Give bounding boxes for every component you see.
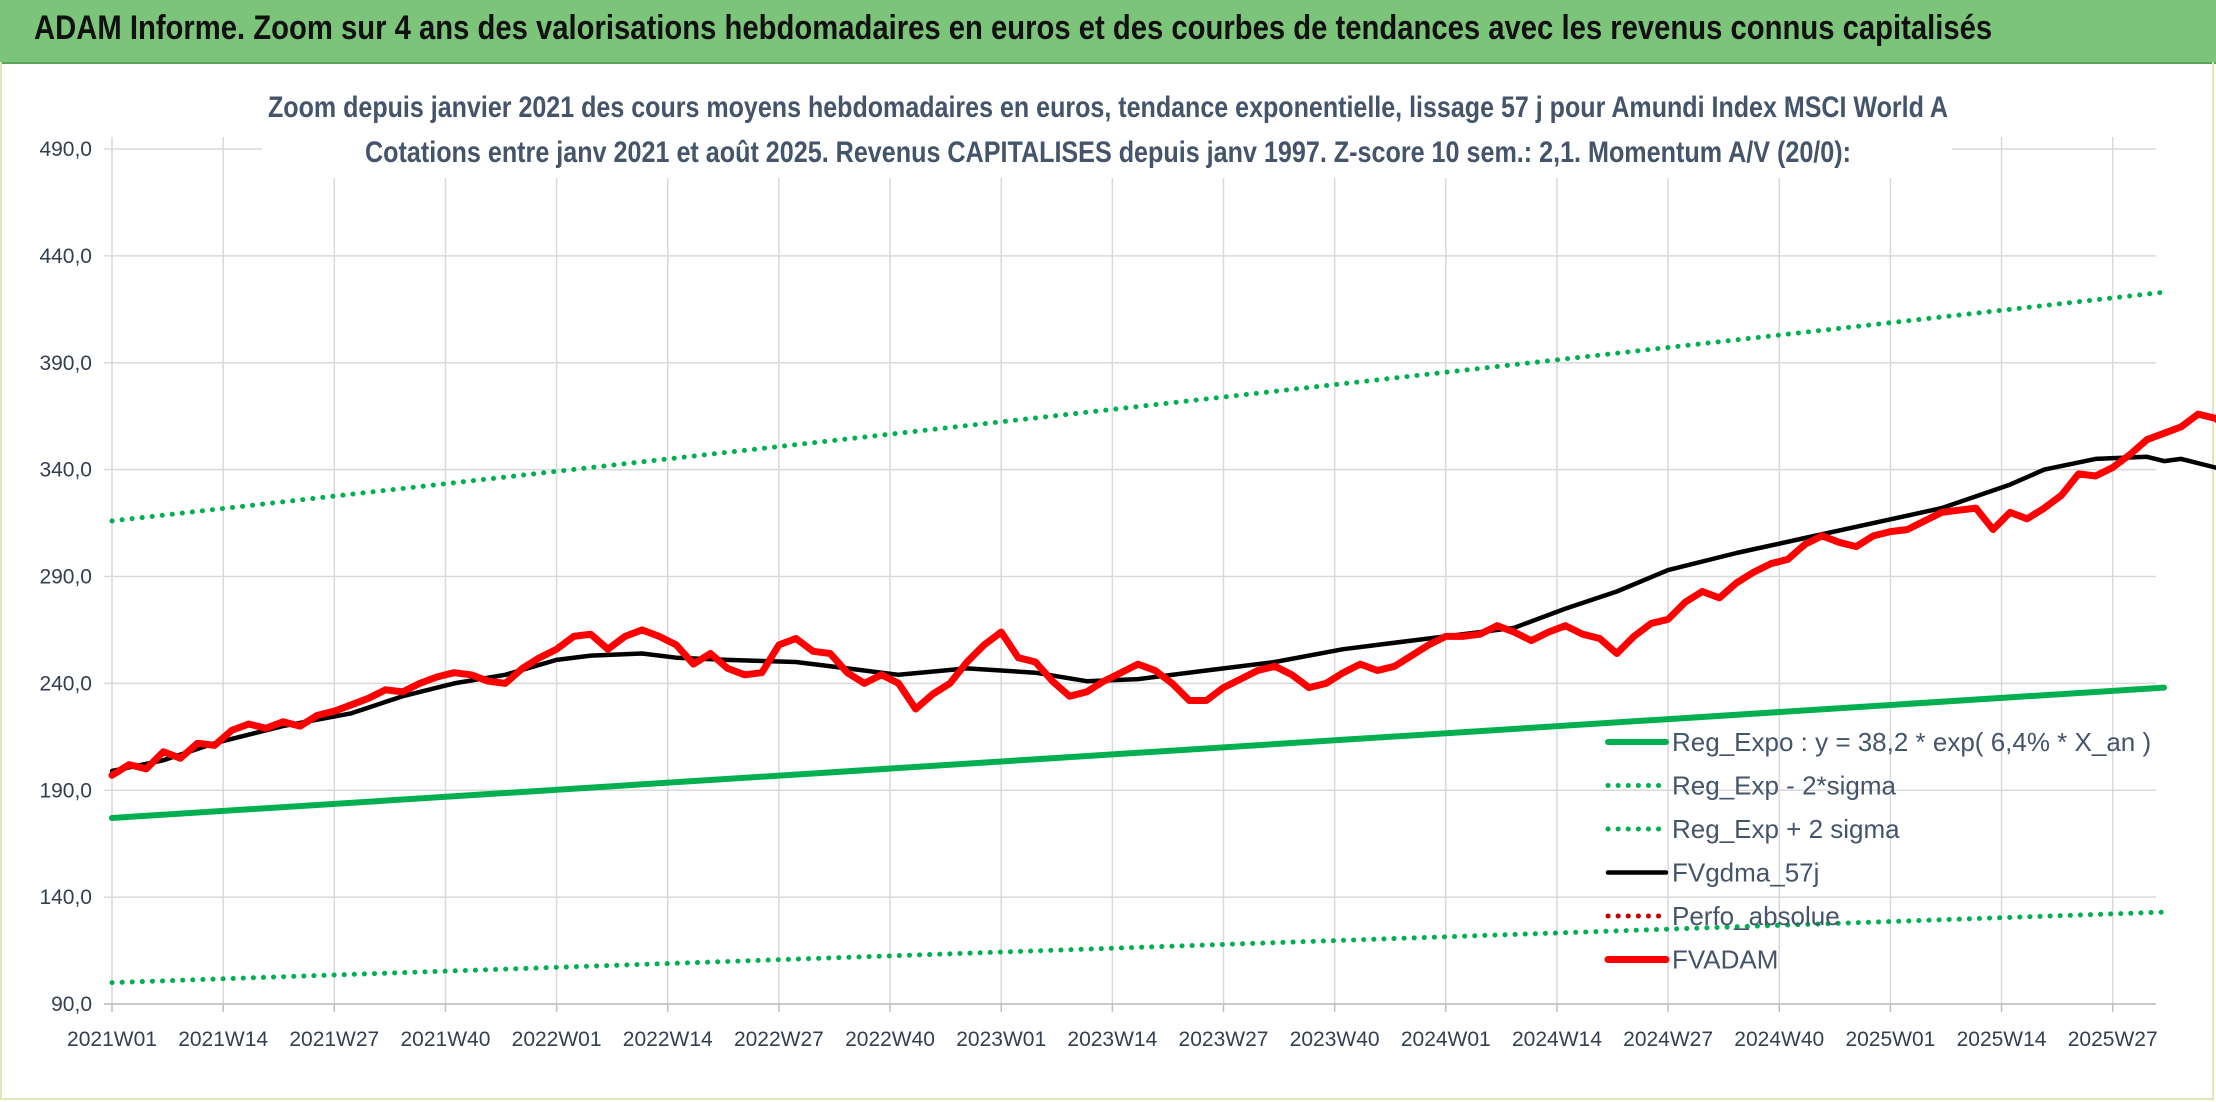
x-tick-label: 2021W01 <box>67 1028 157 1051</box>
y-axis: 490,0 440,0 390,0 340,0 290,0 240,0 190,0 140,0… <box>39 138 92 1016</box>
x-tick-label: 2021W40 <box>400 1028 490 1051</box>
x-tick-label: 2024W14 <box>1512 1028 1602 1051</box>
series-line-fvgdma_57j <box>109 454 2216 774</box>
series-line-reg_exp <box>109 289 2167 524</box>
x-tick-label: 2022W14 <box>623 1028 713 1051</box>
y-tick-label: 340,0 <box>39 459 92 482</box>
y-tick-label: 190,0 <box>39 779 92 802</box>
series-line-reg_expo <box>109 684 2167 821</box>
x-tick-label: 2025W14 <box>1957 1028 2047 1051</box>
x-tick-label: 2022W27 <box>734 1028 824 1051</box>
x-tick-label: 2023W40 <box>1290 1028 1380 1051</box>
y-tick-label: 90,0 <box>51 993 92 1016</box>
chart-title-line2: Cotations entre janv 2021 et août 2025. … <box>365 136 1851 169</box>
x-tick-label: 2025W27 <box>2068 1028 2158 1051</box>
y-tick-label: 490,0 <box>39 138 92 161</box>
y-tick-label: 390,0 <box>39 352 92 375</box>
chart-frame <box>0 62 2214 1100</box>
series-line-fvadam <box>108 410 2216 779</box>
legend-label: FVADAM <box>1672 945 1778 975</box>
report-title: ADAM Informe. Zoom sur 4 ans des valoris… <box>34 9 1993 47</box>
series-line-reg_exp <box>109 909 2167 986</box>
y-tick-label: 140,0 <box>39 886 92 909</box>
x-tick-label: 2024W27 <box>1623 1028 1713 1051</box>
grid <box>104 137 2156 1005</box>
x-tick-label: 2022W40 <box>845 1028 935 1051</box>
subtitle-backdrop <box>262 82 1952 178</box>
y-tick-label: 440,0 <box>39 245 92 268</box>
x-tick-label: 2024W01 <box>1401 1028 1491 1051</box>
legend-label: Perfo_absolue <box>1672 901 1840 931</box>
x-tick-label: 2023W01 <box>956 1028 1046 1051</box>
header-banner: ADAM Informe. Zoom sur 4 ans des valoris… <box>0 0 2216 64</box>
x-tick-label: 2023W14 <box>1067 1028 1157 1051</box>
x-tick-label: 2021W14 <box>178 1028 268 1051</box>
legend-label: Reg_Exp + 2 sigma <box>1672 814 1900 844</box>
x-tick-label: 2024W40 <box>1734 1028 1824 1051</box>
x-tick-label: 2022W01 <box>512 1028 602 1051</box>
x-tick-label: 2021W27 <box>289 1028 379 1051</box>
x-tick-label: 2023W27 <box>1179 1028 1269 1051</box>
y-tick-label: 290,0 <box>39 566 92 589</box>
y-tick-label: 240,0 <box>39 672 92 695</box>
legend-label: Reg_Exp - 2*sigma <box>1672 771 1897 801</box>
legend-label: FVgdma_57j <box>1672 858 1819 888</box>
series-layer <box>108 289 2216 986</box>
x-axis: 2021W01 2021W14 2021W27 2021W40 2022W01 2022W… <box>67 1003 2158 1051</box>
x-tick-label: 2025W01 <box>1845 1028 1935 1051</box>
chart-title-line1: Zoom depuis janvier 2021 des cours moyen… <box>268 91 1948 124</box>
legend-label: Reg_Expo : y = 38,2 * exp( 6,4% * X_an ) <box>1672 727 2151 757</box>
legend: Reg_Expo : y = 38,2 * exp( 6,4% * X_an )… <box>1604 727 2151 975</box>
